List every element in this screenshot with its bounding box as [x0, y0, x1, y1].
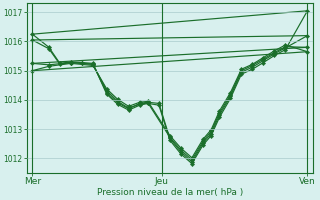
X-axis label: Pression niveau de la mer( hPa ): Pression niveau de la mer( hPa ) [97, 188, 243, 197]
